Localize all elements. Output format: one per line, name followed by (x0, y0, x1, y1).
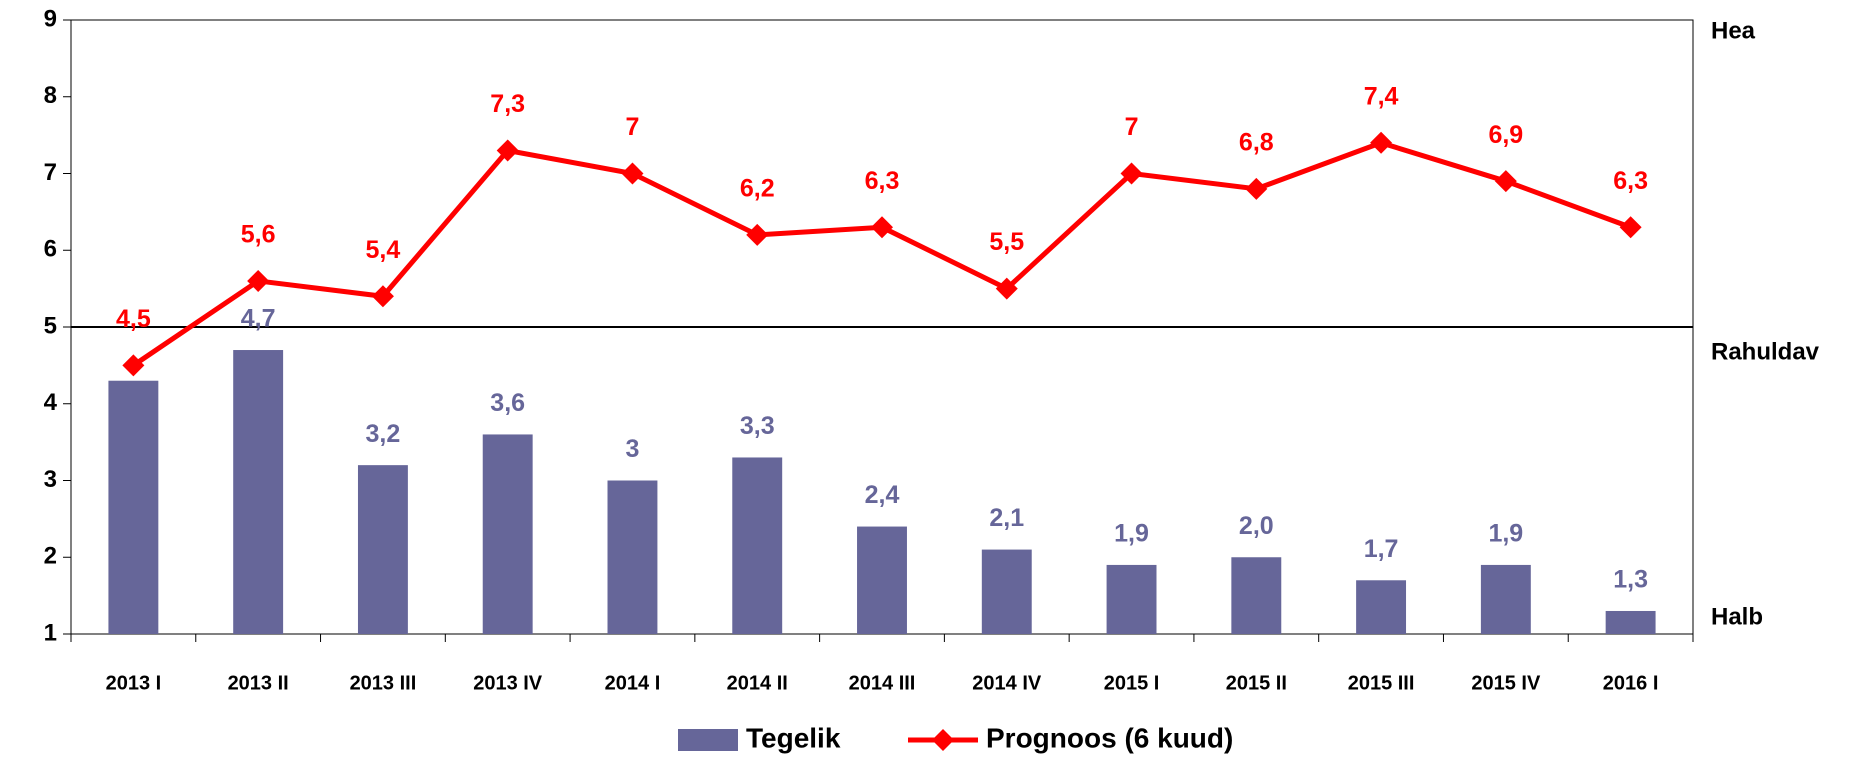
x-tick-label: 2015 III (1348, 672, 1415, 694)
marker (1619, 216, 1642, 239)
bar (233, 350, 284, 634)
data-label: 3,6 (490, 389, 525, 417)
data-label: 1,7 (1364, 535, 1399, 563)
data-label: 5,4 (366, 236, 401, 264)
marker (1494, 170, 1517, 193)
marker (995, 277, 1018, 300)
bar (1480, 564, 1531, 634)
bar (981, 549, 1032, 634)
annotation: Rahuldav (1711, 338, 1820, 365)
marker (1245, 177, 1268, 200)
bar (732, 457, 783, 634)
bar (1231, 557, 1282, 634)
data-label: 5,6 (241, 221, 276, 249)
x-tick-label: 2013 III (350, 672, 417, 694)
annotation: Halb (1711, 603, 1763, 630)
y-tick-label: 5 (44, 312, 57, 339)
bar (1605, 610, 1656, 634)
data-label: 3,3 (740, 412, 775, 440)
bar (357, 465, 408, 634)
marker (371, 285, 394, 308)
data-label: 7,3 (490, 90, 525, 118)
bar (108, 380, 159, 634)
x-tick-label: 2014 II (727, 672, 788, 694)
data-label: 3,2 (366, 420, 401, 448)
data-label: 1,9 (1488, 520, 1523, 548)
y-tick-label: 4 (44, 389, 58, 416)
legend-label: Prognoos (6 kuud) (986, 722, 1233, 753)
data-label: 4,7 (241, 305, 276, 333)
marker (1370, 131, 1393, 154)
y-tick-label: 9 (44, 5, 57, 32)
data-label: 2,0 (1239, 512, 1274, 540)
data-label: 6,3 (865, 167, 900, 195)
data-label: 6,2 (740, 175, 775, 203)
data-label: 6,9 (1488, 121, 1523, 149)
marker (1120, 162, 1143, 185)
x-tick-label: 2015 I (1104, 672, 1160, 694)
y-tick-label: 1 (44, 619, 57, 646)
y-tick-label: 3 (44, 466, 57, 493)
data-label: 5,5 (989, 228, 1024, 256)
marker (746, 223, 769, 246)
y-tick-label: 2 (44, 543, 57, 570)
x-tick-label: 2013 II (228, 672, 289, 694)
y-tick-label: 8 (44, 82, 57, 109)
bar (1356, 580, 1407, 634)
data-label: 2,4 (865, 481, 900, 509)
bar (482, 434, 533, 634)
data-label: 7 (626, 113, 640, 141)
x-tick-label: 2015 II (1226, 672, 1287, 694)
x-tick-label: 2014 I (605, 672, 661, 694)
data-label: 1,9 (1114, 520, 1149, 548)
marker (247, 269, 270, 292)
legend-label: Tegelik (746, 722, 841, 753)
data-label: 3 (626, 435, 640, 463)
annotation: Hea (1711, 17, 1756, 44)
data-label: 2,1 (989, 504, 1024, 532)
bar (1106, 564, 1157, 634)
data-label: 4,5 (116, 305, 151, 333)
legend-swatch (678, 729, 738, 751)
x-tick-label: 2013 I (106, 672, 162, 694)
bar (857, 526, 907, 634)
marker (122, 354, 145, 377)
data-label: 7,4 (1364, 82, 1399, 110)
legend-swatch (932, 729, 954, 751)
data-label: 7 (1125, 113, 1139, 141)
x-tick-label: 2016 I (1603, 672, 1659, 694)
x-tick-label: 2014 III (849, 672, 916, 694)
data-label: 6,3 (1613, 167, 1648, 195)
bar (607, 480, 658, 634)
y-tick-label: 6 (44, 236, 57, 263)
data-label: 6,8 (1239, 128, 1274, 156)
y-tick-label: 7 (44, 159, 57, 186)
marker (496, 139, 519, 162)
x-tick-label: 2014 IV (972, 672, 1042, 694)
x-tick-label: 2013 IV (473, 672, 543, 694)
x-tick-label: 2015 IV (1471, 672, 1541, 694)
data-label: 1,3 (1613, 566, 1648, 594)
marker (871, 216, 893, 239)
marker (621, 162, 644, 185)
